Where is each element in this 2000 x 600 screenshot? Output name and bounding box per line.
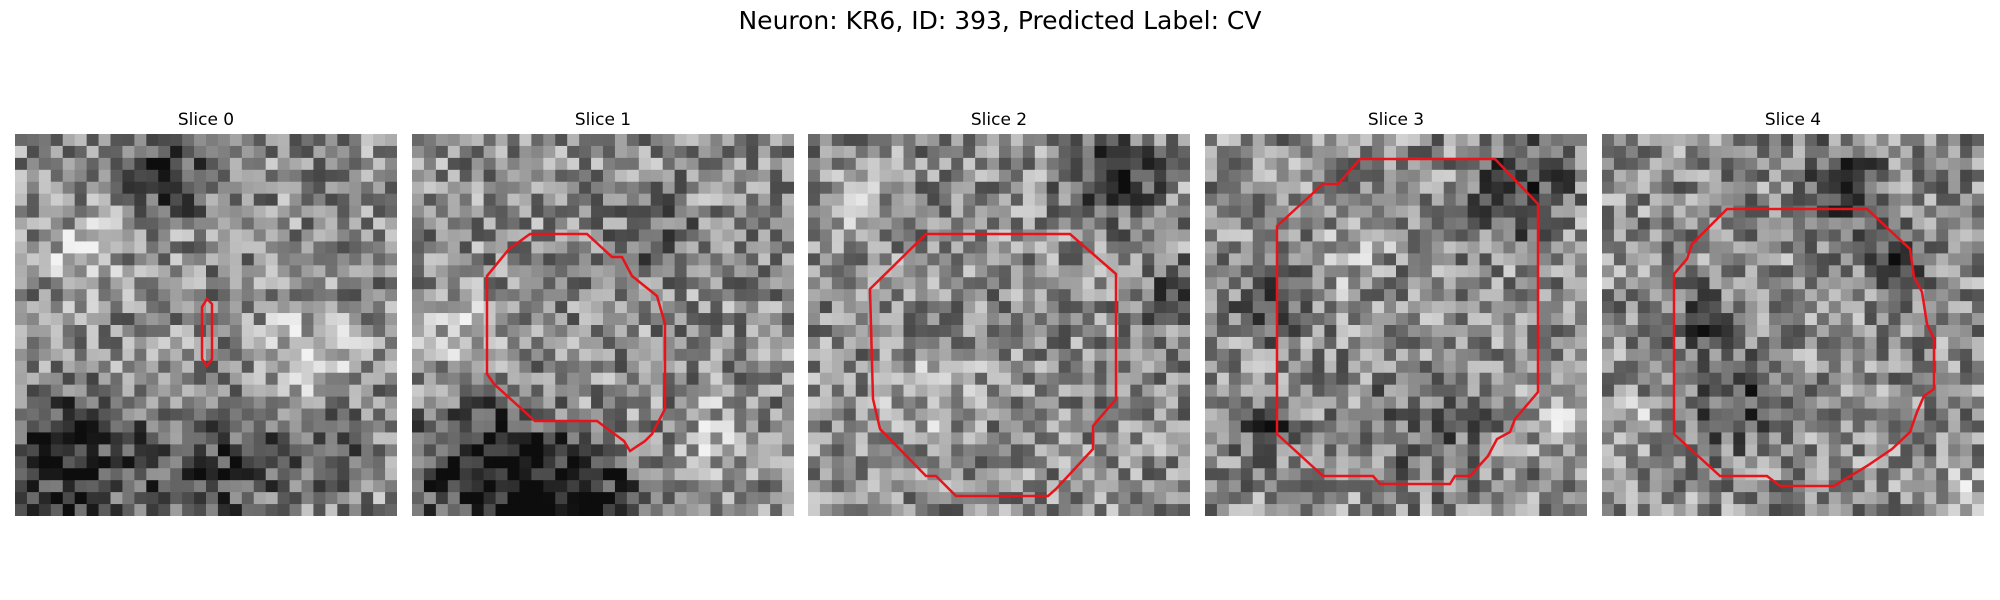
- neuron-contour: [485, 232, 667, 453]
- neuron-contour: [200, 297, 214, 369]
- slice-title: Slice 4: [1764, 110, 1822, 130]
- slice-title: Slice 0: [177, 110, 235, 130]
- slice-title: Slice 2: [970, 110, 1028, 130]
- slice-image: [1602, 134, 1984, 516]
- slice-image: [808, 134, 1190, 516]
- neuron-contour: [868, 232, 1118, 498]
- slice-image: [1205, 134, 1587, 516]
- figure-title: Neuron: KR6, ID: 393, Predicted Label: C…: [738, 6, 1262, 35]
- slice-title: Slice 1: [574, 110, 632, 130]
- slice-image: [15, 134, 397, 516]
- neuron-contour: [1275, 157, 1540, 486]
- slice-image: [412, 134, 794, 516]
- neuron-contour: [1672, 207, 1936, 488]
- slice-title: Slice 3: [1367, 110, 1425, 130]
